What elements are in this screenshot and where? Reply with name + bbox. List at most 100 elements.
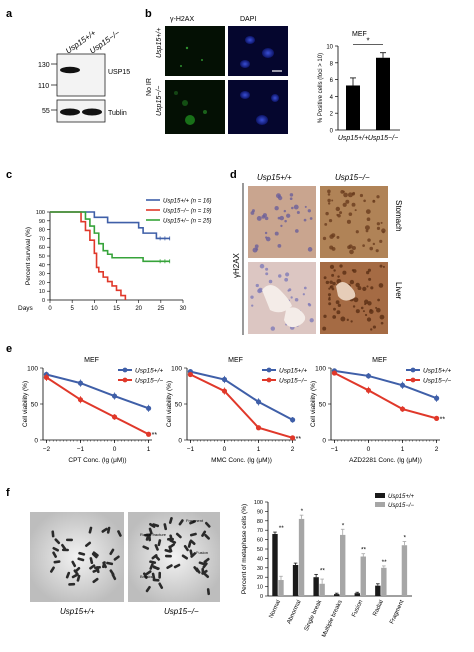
nucleus-dot (364, 299, 369, 304)
tick-label-x: 25 (157, 306, 164, 312)
chromosome (164, 548, 172, 553)
legend-marker (122, 377, 128, 383)
nucleus-dot (328, 296, 331, 299)
metaphase-label-ko: Usp15−/− (164, 607, 199, 616)
nucleus-dot (365, 229, 369, 233)
sig-marker: ** (361, 547, 367, 554)
nucleus-dot (376, 195, 380, 199)
nucleus-dot (379, 239, 383, 243)
tick-label-y: 50 (175, 402, 183, 409)
series-line (333, 372, 437, 420)
tick-label-y: 70 (39, 236, 45, 242)
nucleus-dot (302, 293, 305, 296)
panel-b-bar-chart: MEF 0 2 4 6 8 10% Positive cells (foci > 10) U… (318, 31, 400, 142)
chromosome (71, 560, 77, 568)
metaphase-wt (30, 512, 124, 602)
nucleus-dot (380, 321, 384, 325)
nucleus-dot (290, 296, 293, 299)
nucleus-dot (366, 270, 370, 275)
panel-f-bar-chart: 0 10 20 30 40 50 60 70 80 90 100 Percent of metapha… (241, 493, 415, 638)
tick-label-y: 50 (39, 254, 45, 260)
nucleus-dot (331, 273, 335, 277)
alveolus (284, 307, 306, 328)
sig-marker: * (403, 534, 406, 541)
nucleus-dot (350, 320, 353, 323)
ihc-col-ko: Usp15−/− (335, 173, 370, 182)
nucleus-dot (351, 245, 356, 251)
axis-label-x: Days (18, 305, 34, 312)
nucleus-dot (366, 317, 372, 322)
chromosome (202, 562, 208, 569)
nucleus-dot (375, 249, 379, 253)
panel-label-e: e (6, 343, 12, 355)
nucleus-dot (364, 225, 370, 231)
sig-marker: ** (320, 567, 326, 574)
chromosome (101, 527, 108, 533)
axis-label-x: MMC Conc. (lg (μM)) (211, 457, 272, 464)
chromosome (152, 565, 160, 571)
nucleus-dot (362, 244, 365, 247)
nucleus-dot (339, 264, 343, 268)
tick-label-y: 10 (39, 289, 45, 295)
nucleus-dot (336, 213, 339, 217)
nucleus-dot (347, 245, 351, 250)
bar (298, 518, 305, 596)
category-label: Multiple breaks (321, 599, 343, 638)
chromosome (74, 566, 81, 573)
nucleus-dot (280, 224, 283, 228)
chromosome (154, 554, 161, 561)
sig-marker: ** (440, 416, 446, 423)
chromosome (175, 532, 182, 539)
nucleus-dot (329, 234, 334, 239)
chromosome (189, 539, 196, 546)
legend-swatch (375, 493, 385, 498)
nucleus-dot (377, 298, 380, 302)
nucleus-dot (265, 272, 269, 276)
nucleus-dot (331, 199, 334, 202)
legend-label: Usp15+/+ (n = 16) (163, 199, 212, 205)
nucleus-dot (255, 247, 259, 251)
nucleus-dot (339, 211, 343, 215)
axis-label-x: AZD2281 Conc. (lg (μM)) (349, 457, 422, 464)
nucleus-dot (322, 326, 327, 331)
bar (354, 593, 360, 596)
axis-label-y: Percent survival (%) (25, 227, 32, 285)
chromosome (144, 533, 152, 537)
tick-label-y: 6 (330, 78, 334, 84)
nucleus-dot (251, 304, 254, 307)
nucleus-dot (364, 313, 368, 317)
mw-130: 130 (38, 62, 50, 69)
axis-label-x: CPT Conc. (lg (μM)) (68, 457, 126, 464)
nucleus-dot (340, 316, 346, 322)
nucleus-dot (351, 202, 356, 207)
nucleus-dot (366, 285, 369, 288)
nucleus-dot (284, 277, 289, 282)
panel-c-survival-chart: 0 10 20 30 40 50 60 70 80 90 100 0 5 10 15 20 25 30 Days Pe… (18, 199, 212, 313)
nucleus-dot (337, 275, 340, 278)
nucleus-dot (367, 268, 372, 272)
tick-label-x: 30 (180, 306, 187, 312)
chromosome (189, 549, 193, 557)
nucleus-dot (362, 286, 367, 291)
chromosome (49, 566, 55, 573)
nucleus-dot (284, 219, 287, 223)
chromosome (142, 572, 148, 579)
chromosome (181, 554, 189, 560)
data-point (365, 373, 372, 379)
series-line (45, 376, 150, 436)
chromosome (111, 573, 117, 581)
tick-label-x: −1 (187, 446, 195, 453)
nucleus-dot (277, 195, 283, 201)
nucleus-dot (294, 297, 299, 302)
tick-label-y: 90 (39, 219, 45, 225)
panel-b-microscopy: γ-H2AX DAPI Usp15+/+ Usp15−/− No IR (146, 16, 288, 134)
chromosome (173, 563, 181, 569)
alveolus (336, 282, 356, 301)
panel-label-a: a (6, 8, 13, 20)
nucleus-dot (382, 230, 385, 234)
axis-label-y: Cell viability (%) (166, 381, 173, 427)
nucleus-dot (262, 213, 267, 218)
band-label-usp15: USP15 (108, 69, 130, 76)
annot-fragment: Fragment (186, 518, 204, 523)
band-usp15-wt (60, 66, 80, 74)
